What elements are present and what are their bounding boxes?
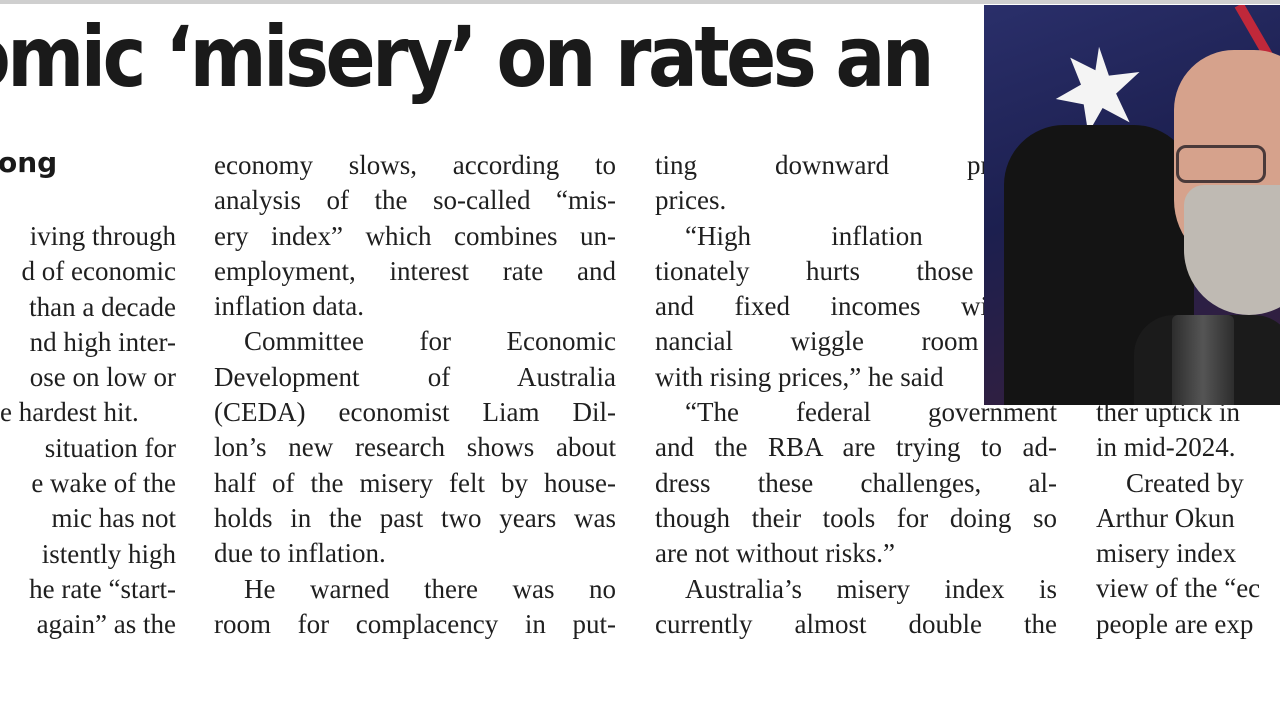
col1-line: situation for [44,432,176,463]
col4-line: Created by [1126,467,1244,498]
col2-line: economy slows, according to [214,150,616,180]
byline: ong [0,146,58,179]
top-rule [0,0,1280,4]
col3-line: are not without risks.” [655,538,895,569]
col3-line: Australia’s misery index is [685,573,1057,604]
col2-line: Committee for Economic [244,326,616,357]
col2-line: room for complacency in put- [214,608,616,639]
col1-line: d of economic [21,256,176,287]
col3-line: with rising prices,” he said [655,361,944,392]
webcam-overlay [984,5,1280,405]
column-1: iving through d of economic than a decad… [0,219,176,643]
col1-line: he rate “start- [29,573,176,604]
col2-line: ery index” which combines un- [214,220,616,251]
col4-line: people are exp [1096,608,1254,639]
col3-line: currently almost double the [655,608,1057,639]
col1-line: nd high inter- [29,326,176,357]
col3-line: and the RBA are trying to ad- [655,432,1057,463]
col1-line: e hardest hit. [0,397,139,428]
col1-line: e wake of the [31,468,176,499]
col1-line: than a decade [29,291,176,322]
headline: omic ‘misery’ on rates an [0,8,934,106]
col1-line: ose on low or [29,362,176,393]
column-4: ther uptick in in mid-2024. Created by A… [1096,395,1280,642]
col2-line: employment, interest rate and [214,255,616,286]
star-icon [1055,46,1140,134]
col4-line: in mid-2024. [1096,432,1236,463]
microphone-icon [1172,315,1234,405]
col2-line: due to inflation. [214,538,386,569]
col1-line: mic has not [51,503,176,534]
column-3: ting downward pressure prices. “High inf… [655,148,1057,642]
col4-line: view of the “ec [1096,573,1261,604]
col2-line: holds in the past two years was [214,502,616,533]
col1-line: iving through [29,221,176,251]
col2-line: Development of Australia [214,361,616,392]
col3-line: though their tools for doing so [655,502,1057,533]
col4-line: misery index [1096,538,1237,569]
column-2: economy slows, according to analysis of … [214,148,616,642]
glasses-icon [1176,145,1266,183]
col2-line: analysis of the so-called “mis- [214,185,616,216]
col2-line: (CEDA) economist Liam Dil- [214,397,616,428]
col3-line: prices. [655,185,727,216]
col4-line: Arthur Okun [1096,502,1235,533]
col3-line: dress these challenges, al- [655,467,1057,498]
col1-line: again” as the [36,609,176,640]
col2-line: inflation data. [214,291,364,322]
presenter-beard [1184,185,1280,315]
col2-line: lon’s new research shows about [214,432,616,463]
col2-line: He warned there was no [244,573,616,604]
col2-line: half of the misery felt by house- [214,467,616,498]
col1-line: istently high [41,538,176,569]
headline-area: omic ‘misery’ on rates an [0,4,1280,114]
